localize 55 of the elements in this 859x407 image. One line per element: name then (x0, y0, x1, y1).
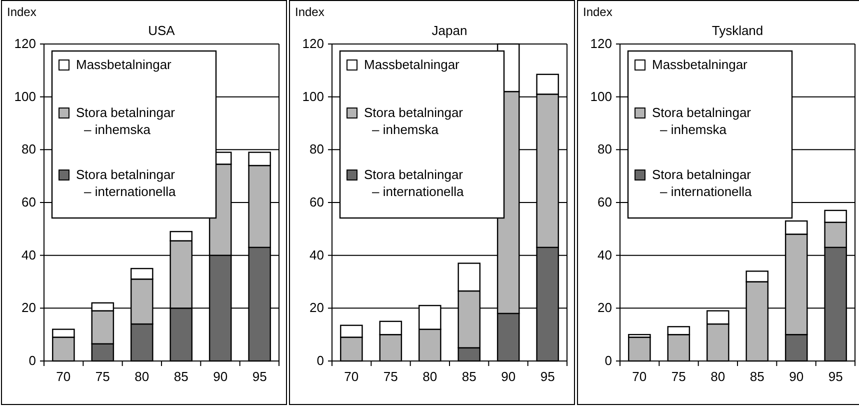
legend-label: Stora betalningar – inhemska (364, 105, 464, 137)
x-tick-label: 90 (789, 369, 804, 384)
x-tick-label: 80 (134, 369, 150, 384)
legend-label: Stora betalningar – inhemska (652, 105, 752, 137)
y-axis-title: Index (583, 5, 612, 19)
y-tick-label: 80 (598, 142, 612, 157)
y-tick-label: 0 (28, 353, 36, 368)
x-tick-label: 95 (828, 369, 843, 384)
chart-title: Japan (432, 23, 468, 38)
y-axis-title: Index (7, 5, 36, 19)
x-tick-label: 95 (540, 369, 555, 384)
legend-label: Stora betalningar – internationella (364, 167, 465, 199)
y-tick-label: 40 (598, 247, 612, 262)
x-tick-label: 75 (95, 369, 110, 384)
legend-label: Stora betalningar – internationella (76, 167, 177, 199)
y-tick-label: 0 (604, 353, 612, 368)
chart-title: Tyskland (712, 23, 764, 38)
y-tick-label: 40 (310, 247, 324, 262)
x-tick-label: 70 (56, 369, 71, 384)
y-tick-label: 60 (310, 194, 324, 210)
y-tick-label: 60 (598, 194, 612, 210)
legend-label: Stora betalningar – internationella (652, 167, 753, 199)
x-tick-label: 75 (383, 369, 398, 384)
y-tick-label: 0 (316, 353, 324, 368)
y-tick-label: 100 (302, 88, 324, 104)
y-tick-label: 40 (22, 247, 36, 262)
y-tick-label: 80 (22, 142, 36, 157)
legend-label: Stora betalningar – inhemska (76, 105, 176, 137)
y-tick-label: 20 (22, 300, 36, 316)
legend-label: Massbetalningar (652, 57, 748, 72)
y-tick-label: 20 (310, 300, 324, 316)
x-tick-label: 70 (344, 369, 359, 384)
x-tick-label: 80 (422, 369, 438, 384)
y-tick-label: 80 (310, 142, 324, 157)
x-tick-label: 75 (671, 369, 686, 384)
legend-label: Massbetalningar (364, 57, 460, 72)
bar (628, 336, 651, 362)
x-tick-label: 95 (252, 369, 267, 384)
x-tick-label: 85 (174, 369, 188, 384)
y-tick-label: 60 (22, 194, 36, 210)
x-tick-label: 85 (462, 369, 476, 384)
legend-label: Massbetalningar (76, 57, 172, 72)
y-tick-label: 20 (598, 300, 612, 316)
x-tick-label: 90 (501, 369, 516, 384)
x-tick-label: 80 (710, 369, 726, 384)
y-axis-title: Index (295, 5, 324, 19)
x-tick-label: 85 (750, 369, 764, 384)
x-tick-label: 70 (632, 369, 647, 384)
y-tick-label: 120 (590, 36, 612, 51)
chart-title: USA (148, 23, 176, 38)
y-tick-label: 120 (14, 36, 36, 51)
y-tick-label: 100 (14, 88, 36, 104)
x-tick-label: 90 (213, 369, 228, 384)
y-tick-label: 120 (302, 36, 324, 51)
y-tick-label: 100 (590, 88, 612, 104)
